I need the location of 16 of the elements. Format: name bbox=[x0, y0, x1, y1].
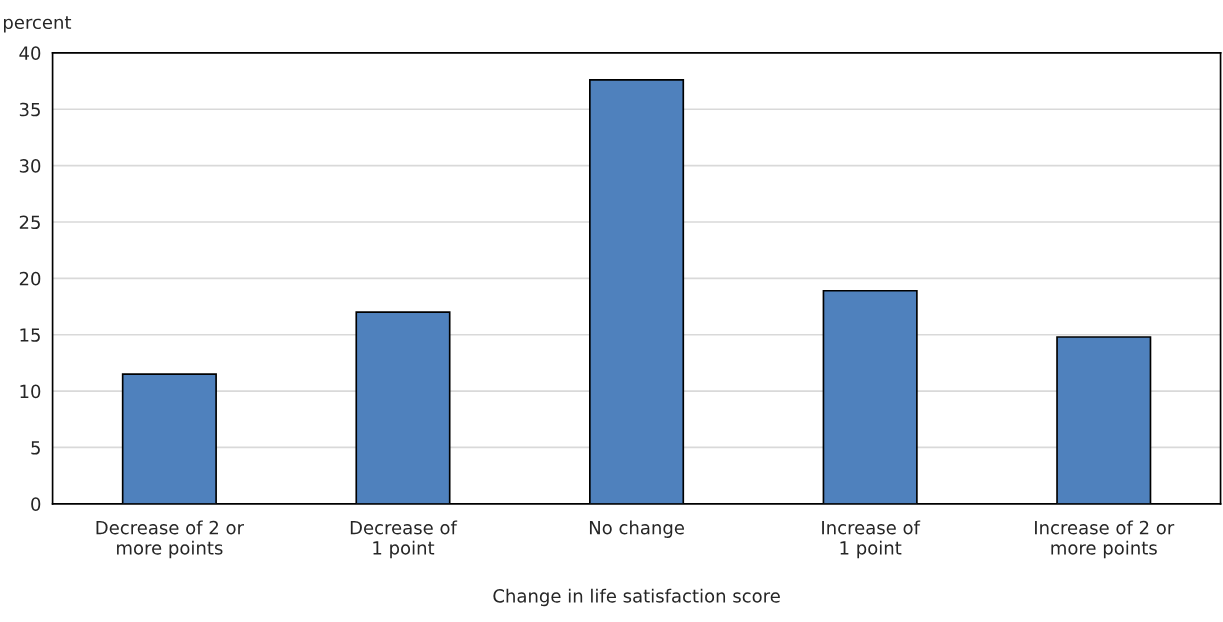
y-tick-label: 10 bbox=[20, 384, 41, 399]
x-tick-label: Increase of 2 or more points bbox=[1035, 520, 1175, 559]
x-tick-label: Decrease of 1 point bbox=[350, 520, 458, 559]
y-tick-label: 0 bbox=[31, 497, 41, 511]
y-tick-label: 5 bbox=[31, 441, 40, 455]
y-tick-label: 30 bbox=[19, 159, 41, 173]
y-tick-label: 35 bbox=[19, 102, 40, 117]
x-tick-label: No change bbox=[589, 520, 684, 538]
y-axis-title: percent bbox=[4, 16, 72, 33]
x-tick-label: Increase of 1 point bbox=[822, 520, 921, 559]
y-tick-label: 25 bbox=[19, 215, 40, 230]
x-axis-title: Change in life satisfaction score bbox=[493, 588, 780, 607]
y-tick-label: 40 bbox=[19, 46, 41, 60]
x-tick-label: Decrease of 2 or more points bbox=[96, 520, 244, 559]
y-tick-label: 15 bbox=[20, 328, 40, 342]
y-tick-label: 20 bbox=[19, 271, 41, 286]
